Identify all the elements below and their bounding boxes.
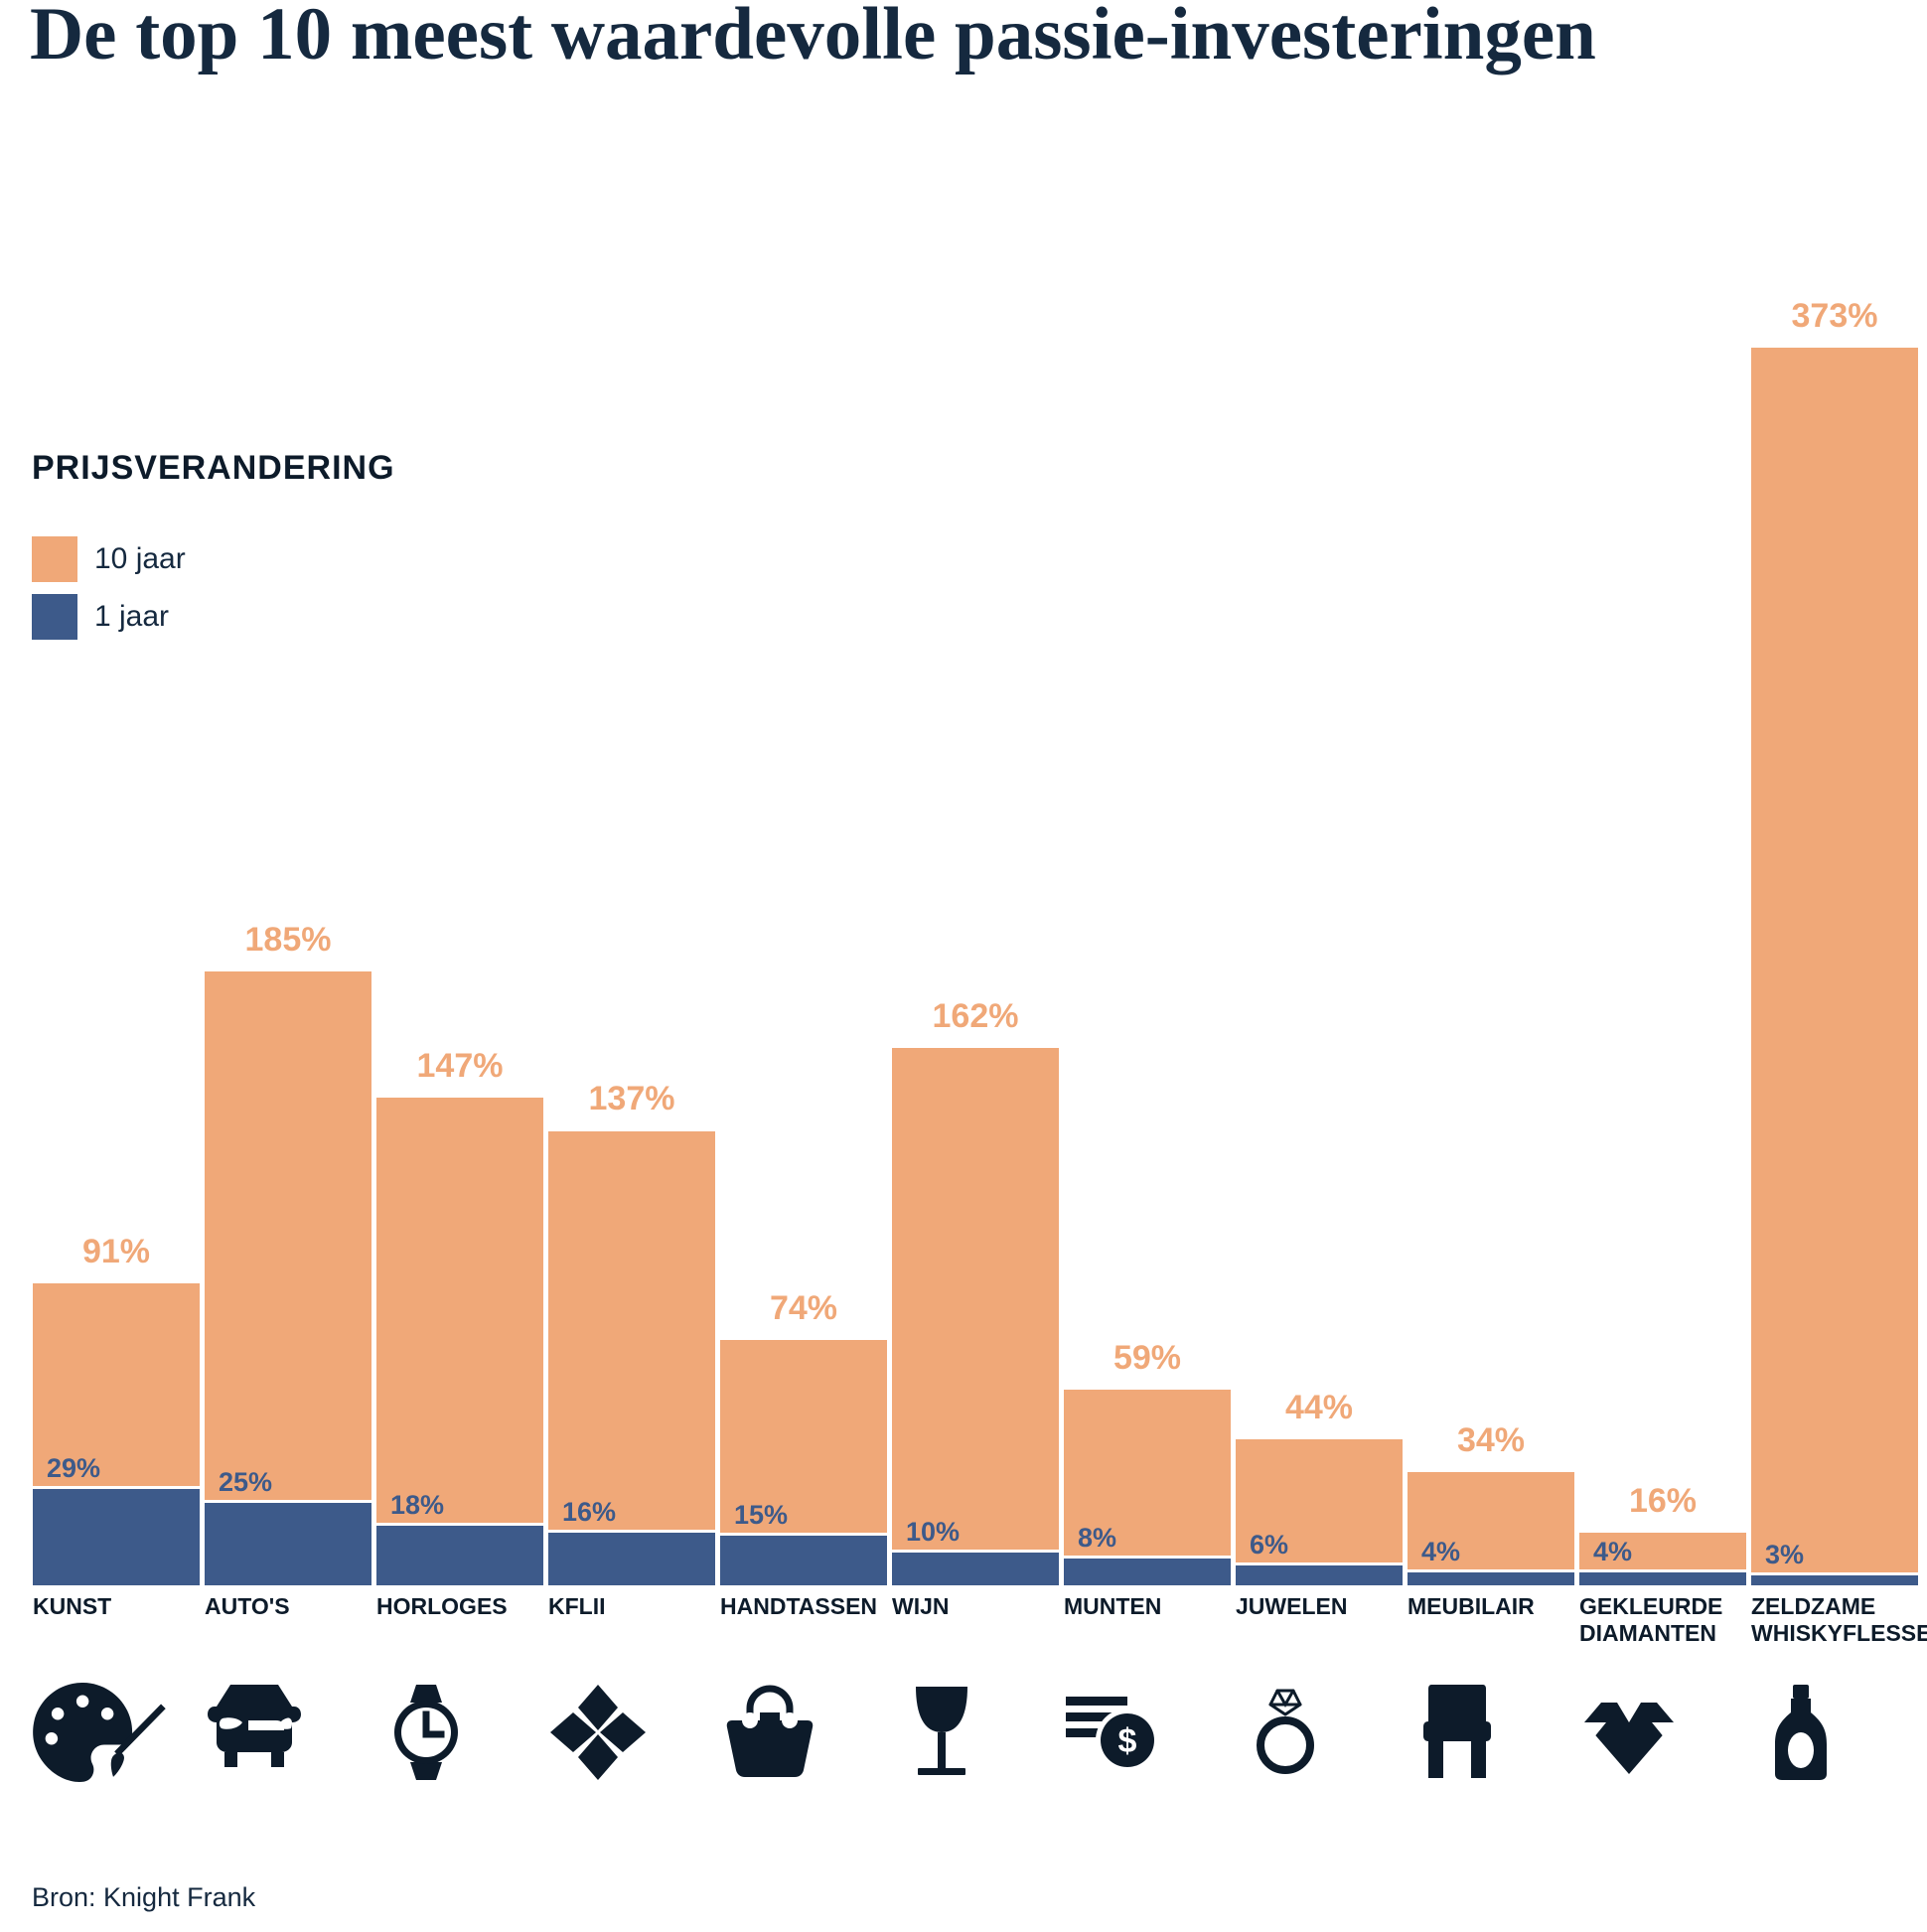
svg-text:$: $	[1118, 1722, 1137, 1760]
